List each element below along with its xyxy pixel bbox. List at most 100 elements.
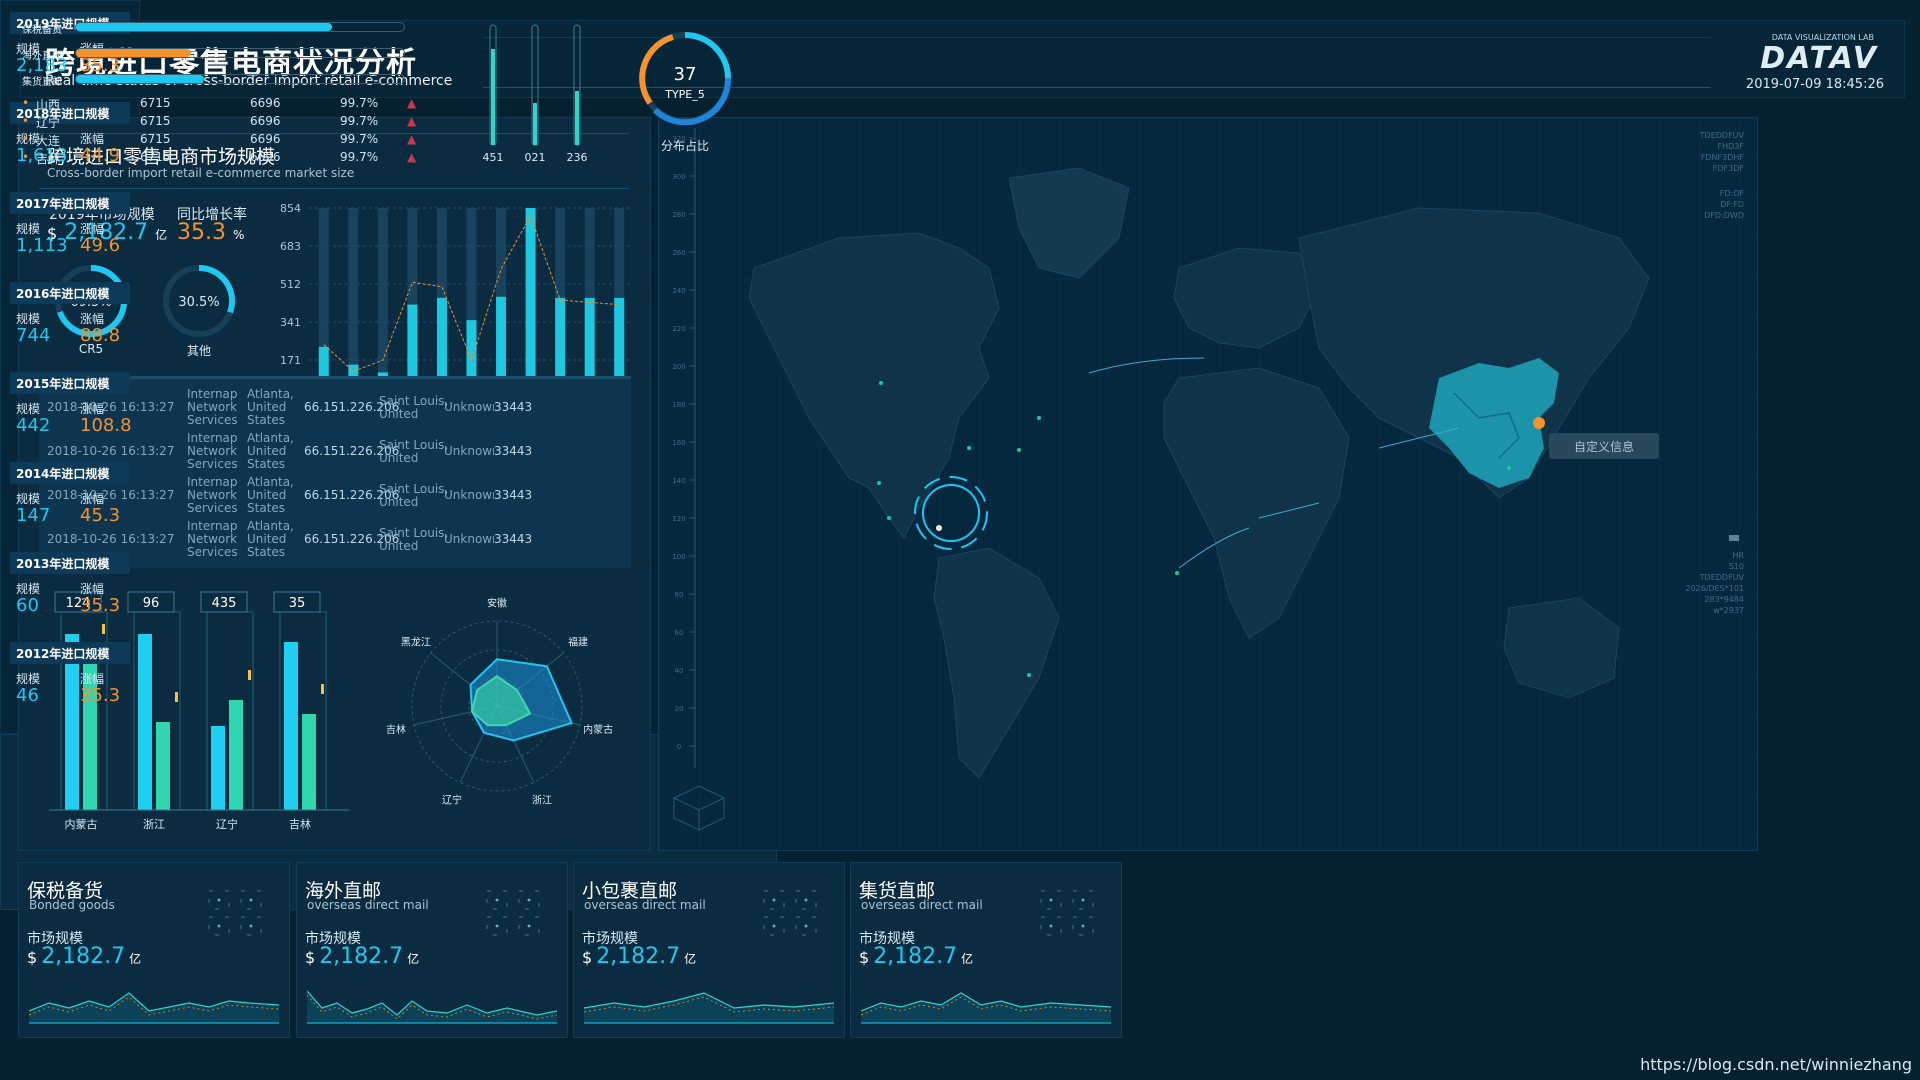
sparkline bbox=[584, 992, 835, 1024]
unit-label: 亿 bbox=[961, 952, 974, 966]
y-tick-label: 512 bbox=[280, 278, 301, 291]
location-pin[interactable] bbox=[1533, 417, 1545, 429]
sparkline bbox=[29, 992, 280, 1024]
datav-logo: DATAV bbox=[1760, 41, 1878, 76]
scale-label: 规模 bbox=[16, 492, 41, 506]
corner-frame-icon bbox=[208, 890, 230, 910]
map-code-text: 2026/DES*101 bbox=[1685, 584, 1744, 593]
table-row[interactable]: 2018-10-26 16:13:27 Internap Network Serv… bbox=[39, 517, 631, 561]
map-code-block-3: HR S10 TDEDDFUV 2026/DES*101 283*9484 w*2937 bbox=[1685, 551, 1744, 615]
radar-axis-label: 内蒙古 bbox=[583, 723, 613, 736]
channel-card: 小包裹直邮 overseas direct mail 市场规模 $2,182.7 亿 bbox=[573, 862, 845, 1038]
card-label: 市场规模 bbox=[27, 931, 83, 947]
progress-fill bbox=[76, 23, 332, 31]
stat-value-1: 6715 bbox=[140, 150, 171, 164]
growth-number: 35.3 bbox=[177, 220, 226, 245]
frame-dot bbox=[495, 898, 499, 902]
corner-frame-icon bbox=[1040, 916, 1062, 936]
sparkline bbox=[307, 990, 558, 1024]
donut-other-label: 其他 bbox=[186, 344, 211, 358]
expand-icon-group[interactable] bbox=[207, 889, 267, 939]
stat-name: 大连 bbox=[36, 134, 61, 148]
corner-frame-icon bbox=[1072, 890, 1094, 910]
greenland bbox=[1008, 167, 1130, 279]
bar-total-value: 124 bbox=[66, 596, 91, 611]
vbar-label: 021 bbox=[525, 151, 546, 164]
table-row[interactable]: 2018-10-26 16:13:27 Internap Network Serv… bbox=[39, 429, 631, 473]
map-tick-label: 20 bbox=[675, 705, 684, 713]
map-tick-label: 0 bbox=[677, 743, 681, 751]
port-cell: 33443 bbox=[494, 488, 533, 502]
map-tick-label: 320 bbox=[672, 135, 685, 143]
up-arrow-icon: ▲ bbox=[407, 150, 417, 164]
location-cell: Atlanta, United States bbox=[247, 519, 294, 559]
bar-5月 bbox=[407, 304, 418, 398]
target-marker[interactable] bbox=[914, 476, 988, 550]
card-number: 2,182.7 bbox=[319, 944, 404, 969]
ip-cell: 66.151.226.206 bbox=[304, 400, 400, 414]
donut-other: 30.5% bbox=[163, 265, 235, 337]
year-title: 2018年进口规模 bbox=[10, 102, 130, 124]
stat-percent: 99.7% bbox=[340, 132, 379, 146]
watermark-url: https://blog.csdn.net/winniezhang bbox=[1640, 1055, 1912, 1074]
year-block: 2012年进口规模 规模 涨幅 46 35.3 bbox=[10, 642, 130, 722]
card-title: 小包裹直邮 bbox=[582, 880, 678, 902]
bar-background bbox=[318, 208, 329, 398]
table-row[interactable]: 2018-10-26 16:13:27 Internap Network Serv… bbox=[39, 473, 631, 517]
frame-dot bbox=[1081, 898, 1085, 902]
card-label: 市场规模 bbox=[305, 931, 361, 947]
bar-marker bbox=[175, 692, 178, 702]
scale-label: 规模 bbox=[16, 42, 41, 56]
header-divider-top bbox=[483, 37, 1711, 38]
type-cell: Unknown bbox=[444, 445, 494, 458]
scale-label: 规模 bbox=[16, 402, 41, 416]
bar-series-a bbox=[65, 634, 79, 810]
corner-frame-icon bbox=[518, 890, 540, 910]
map-legend-marker bbox=[1729, 535, 1739, 541]
stat-percent: 99.7% bbox=[340, 96, 379, 110]
frame-dot bbox=[772, 898, 776, 902]
australia bbox=[1503, 597, 1620, 699]
world-map[interactable]: 自定义信息 320 300 280 260 240 220 200 180 160 140 120 1… bbox=[658, 117, 1758, 851]
card-title: 海外直邮 bbox=[305, 880, 382, 902]
table-row[interactable]: 2018-10-26 16:13:27 Internap Network Serv… bbox=[39, 385, 631, 429]
type-cell: Unknown bbox=[444, 533, 494, 546]
map-tick-label: 220 bbox=[672, 325, 685, 333]
gauge-arc-blue bbox=[652, 77, 732, 126]
y-tick-label: 171 bbox=[280, 354, 301, 367]
map-code-block-2: FD:DF DF:FD DFD:DWD bbox=[1704, 189, 1744, 220]
bar-background bbox=[377, 208, 388, 398]
stat-percent: 99.7% bbox=[340, 150, 379, 164]
china-region[interactable] bbox=[1429, 358, 1559, 488]
map-tick-label: 260 bbox=[672, 249, 685, 257]
progress-label: 海外直邮 bbox=[22, 51, 62, 62]
expand-icon-group[interactable] bbox=[1039, 889, 1099, 939]
bar-12月 bbox=[614, 297, 625, 398]
card-subtitle: overseas direct mail bbox=[584, 898, 706, 912]
frame-outline bbox=[240, 916, 262, 936]
province-label: 吉林 bbox=[289, 817, 311, 831]
market-size-panel: 跨境进口零售电商市场规模 Cross-border import retail … bbox=[18, 117, 651, 851]
corner-frame-icon bbox=[486, 890, 508, 910]
year-title: 2016年进口规模 bbox=[10, 282, 130, 304]
up-arrow-icon: ▲ bbox=[407, 96, 417, 110]
corner-frame-icon bbox=[795, 890, 817, 910]
expand-icon-group[interactable] bbox=[762, 889, 822, 939]
growth-label: 涨幅 bbox=[80, 312, 105, 326]
channel-card: 海外直邮 overseas direct mail 市场规模 $2,182.7 亿 bbox=[296, 862, 568, 1038]
bar-series-b bbox=[229, 700, 243, 810]
map-tick-label: 40 bbox=[675, 667, 684, 675]
progress-label: 集货直邮 bbox=[22, 77, 62, 88]
expand-icon-group[interactable] bbox=[485, 889, 545, 939]
corner-frame-icon bbox=[763, 916, 785, 936]
corner-frame-icon bbox=[240, 890, 262, 910]
map-code-text: S10 bbox=[1729, 562, 1744, 571]
frame-outline bbox=[208, 890, 230, 910]
year-block: 2018年进口规模 规模 涨幅 1,613 44.9 bbox=[10, 102, 130, 182]
bar-total-box bbox=[273, 591, 321, 613]
percent-sign: % bbox=[232, 228, 245, 242]
growth-value: 49.6 bbox=[80, 235, 121, 256]
card-value: $2,182.7 亿 bbox=[27, 944, 141, 969]
card-number: 2,182.7 bbox=[873, 944, 958, 969]
growth-value: 88.8 bbox=[80, 325, 121, 346]
